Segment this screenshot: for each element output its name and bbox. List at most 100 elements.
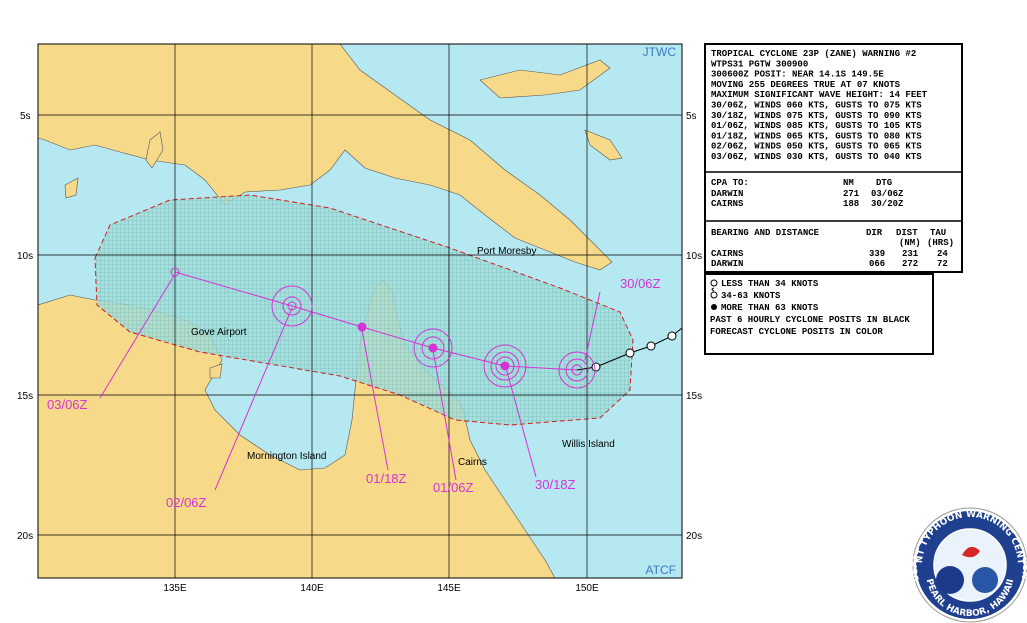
panel-frame xyxy=(704,43,963,273)
forecast-track xyxy=(99,267,601,491)
lat-label: 10s xyxy=(17,251,33,262)
legend-item: LESS THAN 34 KNOTS xyxy=(721,279,819,289)
forecast-position xyxy=(357,322,367,332)
seal-emblem xyxy=(962,546,980,558)
warning-line: 02/06Z, WINDS 050 KTS, GUSTS TO 065 KTS xyxy=(711,142,922,152)
new-guinea xyxy=(38,44,613,271)
legend-note: PAST 6 HOURLY CYCLONE POSITS IN BLACK xyxy=(710,315,910,325)
wind-radius xyxy=(271,285,313,327)
map: Port Moresby Gove Airport Mornington Isl… xyxy=(38,44,682,578)
wind-radius xyxy=(282,296,302,316)
bearing-header: DIR xyxy=(866,228,883,238)
wind-radius xyxy=(558,351,596,389)
leader xyxy=(584,291,601,361)
forecast-position xyxy=(170,267,180,277)
seal-text: USN xyxy=(1019,556,1027,579)
lat-label: 15s xyxy=(686,391,702,402)
leader xyxy=(361,329,389,471)
track-label: 01/06Z xyxy=(433,480,474,495)
warning-panel: TROPICAL CYCLONE 23P (ZANE) WARNING #2WT… xyxy=(704,43,963,273)
seal-emblem xyxy=(972,567,998,593)
warning-line: MAXIMUM SIGNIFICANT WAVE HEIGHT: 14 FEET xyxy=(711,90,928,100)
past-track xyxy=(576,327,682,372)
track-label: 30/18Z xyxy=(535,477,576,492)
warning-line: 03/06Z, WINDS 030 KTS, GUSTS TO 040 KTS xyxy=(711,152,922,162)
past-position xyxy=(591,362,601,372)
warning-line: MOVING 255 DEGREES TRUE AT 07 KNOTS xyxy=(711,80,901,90)
warning-line: 30/18Z, WINDS 075 KTS, GUSTS TO 090 KTS xyxy=(711,111,922,121)
island xyxy=(209,363,223,379)
lat-label: 5s xyxy=(20,111,31,122)
lon-label: 150E xyxy=(575,583,599,594)
warning-line: 01/06Z, WINDS 085 KTS, GUSTS TO 105 KTS xyxy=(711,121,922,131)
past-position xyxy=(667,331,677,341)
track-label: 02/06Z xyxy=(166,495,207,510)
seal-emblem xyxy=(936,566,964,594)
legend-symbol xyxy=(710,287,718,299)
bearing-header: TAU xyxy=(930,228,946,238)
warning-line: 01/18Z, WINDS 065 KTS, GUSTS TO 080 KTS xyxy=(711,131,922,141)
cpa-cell: 30/20Z xyxy=(871,199,903,209)
past-position xyxy=(625,348,635,358)
place-label: Port Moresby xyxy=(477,246,536,257)
bearing-cell: 272 xyxy=(902,259,918,269)
track-label: 03/06Z xyxy=(47,397,88,412)
lon-labels: 135E 140E 145E 150E xyxy=(163,583,599,594)
cpa-header: CPA TO: xyxy=(711,178,749,188)
cpa-header: NM xyxy=(843,178,854,188)
place-label: Willis Island xyxy=(562,439,615,450)
legend: LESS THAN 34 KNOTS 34-63 KNOTS MORE THAN… xyxy=(704,273,934,355)
forecast-position xyxy=(500,361,510,371)
warning-line: TROPICAL CYCLONE 23P (ZANE) WARNING #2 xyxy=(711,49,916,59)
wind-radius xyxy=(490,351,520,381)
track-label: 01/18Z xyxy=(366,471,407,486)
leader xyxy=(214,307,293,491)
legend-symbol xyxy=(710,279,718,287)
danger-swath xyxy=(94,194,634,426)
cpa-cell: CAIRNS xyxy=(711,199,744,209)
bearing-header: DIST xyxy=(896,228,918,238)
cpa-header: DTG xyxy=(876,178,892,188)
bearing-cell: 339 xyxy=(869,249,885,259)
lat-label: 20s xyxy=(17,531,33,542)
bearing-cell: 24 xyxy=(937,249,948,259)
lon-label: 135E xyxy=(163,583,187,594)
bearing-unit: (HRS) xyxy=(927,238,954,248)
bearing-cell: DARWIN xyxy=(711,259,743,269)
legend-symbol xyxy=(711,304,717,310)
seal-text: USAF xyxy=(910,553,922,582)
legend-note: FORECAST CYCLONE POSITS IN COLOR xyxy=(710,327,883,337)
place-label: Mornington Island xyxy=(247,451,327,462)
past-position xyxy=(646,341,656,351)
wind-radius xyxy=(483,344,527,388)
island xyxy=(584,129,623,161)
legend-item: MORE THAN 63 KNOTS xyxy=(721,303,819,313)
leader xyxy=(432,349,457,481)
lat-labels: 5s 10s 15s 20s 5s 10s 15s 20s xyxy=(17,111,702,542)
lat-label: 10s xyxy=(686,251,702,262)
warning-line: 300600Z POSIT: NEAR 14.1S 149.5E xyxy=(711,70,884,80)
bearing-header: BEARING AND DISTANCE xyxy=(711,228,820,238)
place-label: Gove Airport xyxy=(191,327,247,338)
leader xyxy=(505,367,537,478)
cpa-cell: 188 xyxy=(843,199,859,209)
graticule xyxy=(38,44,682,578)
place-label: Cairns xyxy=(458,457,487,468)
lon-label: 140E xyxy=(300,583,324,594)
forecast-position xyxy=(287,301,297,311)
bearing-cell: 231 xyxy=(902,249,919,259)
lat-label: 5s xyxy=(686,111,697,122)
wind-radius xyxy=(421,336,445,360)
forecast-position xyxy=(571,364,583,376)
island xyxy=(145,131,164,169)
lat-label: 15s xyxy=(17,391,33,402)
seal-text: USN xyxy=(1019,556,1027,579)
corner-label: JTWC xyxy=(643,45,677,59)
wind-radius xyxy=(413,328,453,368)
lat-label: 20s xyxy=(686,531,702,542)
wind-radius xyxy=(495,356,515,376)
warning-line: 30/06Z, WINDS 060 KTS, GUSTS TO 075 KTS xyxy=(711,101,922,111)
map-frame xyxy=(37,43,683,579)
bearing-cell: CAIRNS xyxy=(711,249,744,259)
